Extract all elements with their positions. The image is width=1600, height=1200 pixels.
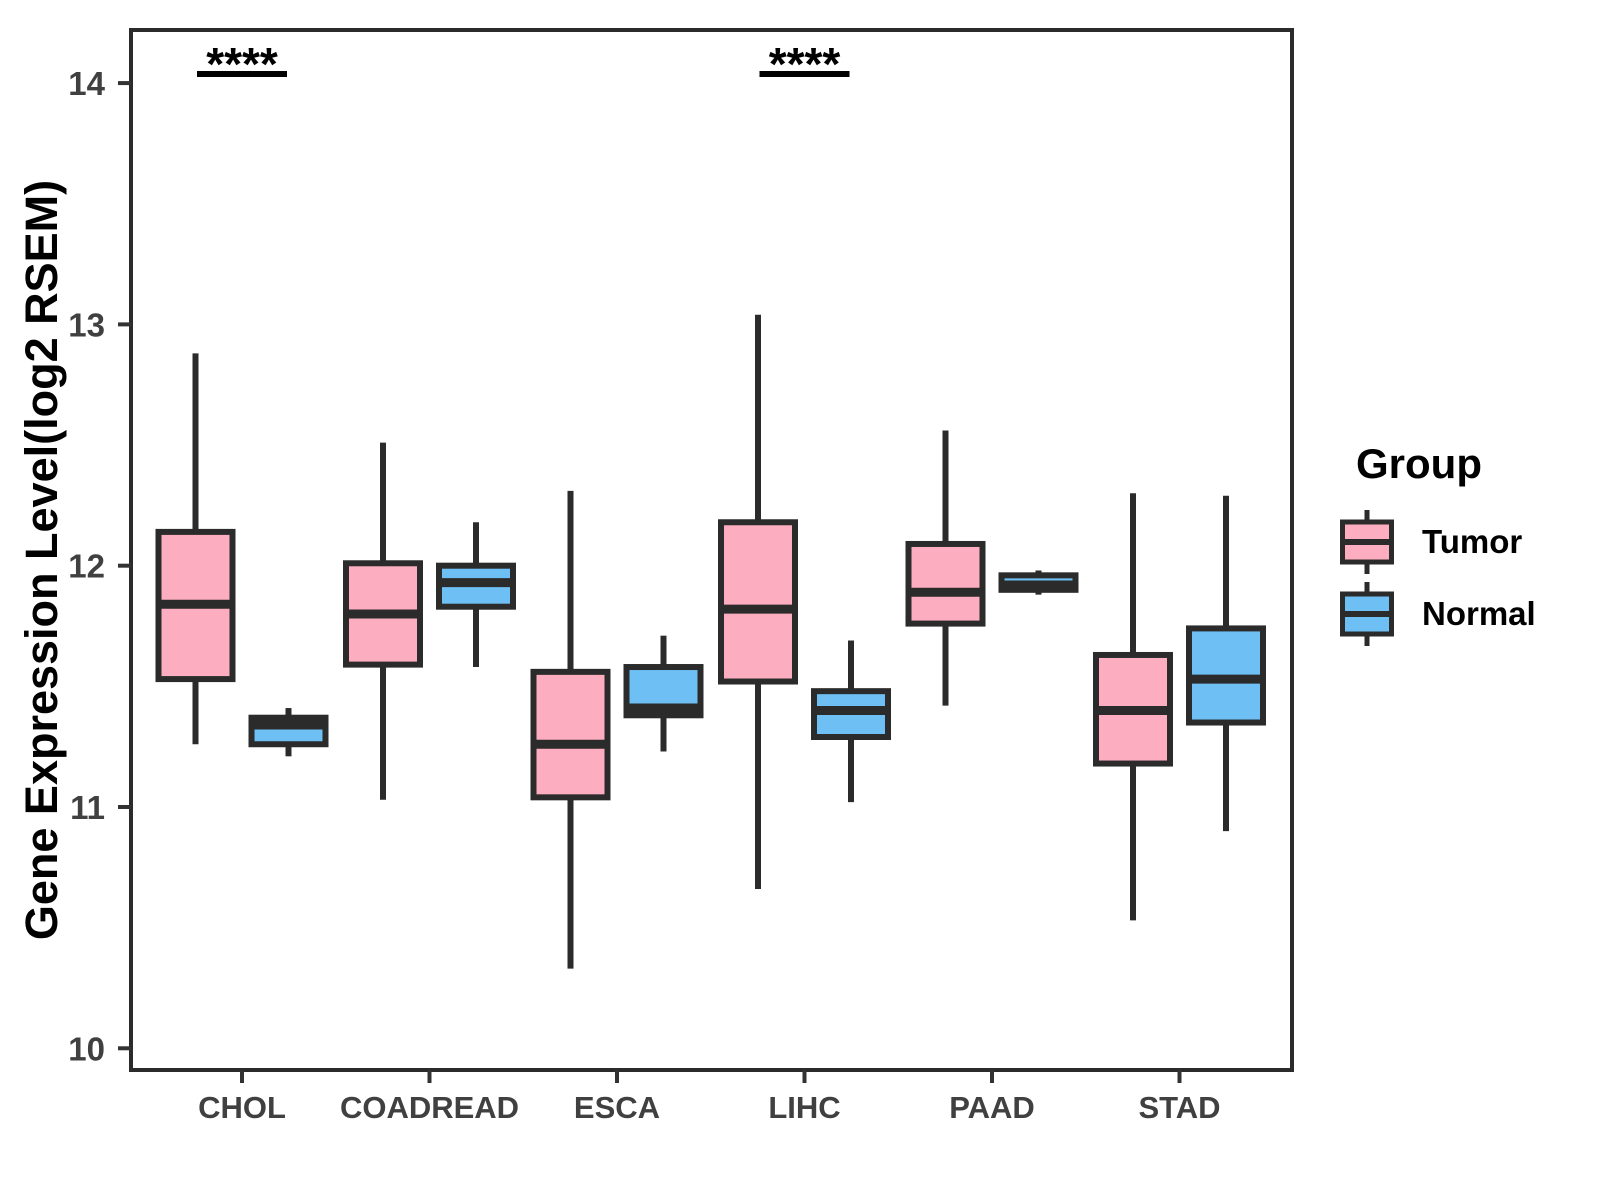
significance-stars-LIHC: **** — [769, 38, 841, 90]
y-tick-label-11: 11 — [70, 789, 105, 826]
y-tick-label-13: 13 — [68, 306, 105, 343]
y-tick-label-12: 12 — [68, 548, 105, 585]
legend-entry-tumor: Tumor — [1338, 506, 1536, 578]
legend-entry-normal: Normal — [1338, 578, 1536, 650]
x-tick-label-PAAD: PAAD — [949, 1090, 1035, 1125]
legend-key-normal-boxplot-icon — [1340, 582, 1394, 646]
y-tick-label-14: 14 — [68, 65, 105, 102]
legend-label-normal: Normal — [1422, 595, 1536, 632]
x-tick-label-CHOL: CHOL — [198, 1090, 286, 1125]
box-ESCA-Tumor — [530, 668, 611, 801]
legend-label-tumor: Tumor — [1422, 523, 1523, 560]
y-axis-title: Gene Expression Level(log2 RSEM) — [16, 179, 67, 941]
x-tick-label-STAD: STAD — [1138, 1090, 1220, 1125]
box-PAAD-Tumor — [905, 540, 986, 627]
x-tick-label-COADREAD: COADREAD — [340, 1090, 519, 1125]
box-LIHC-Tumor — [718, 519, 798, 685]
legend: Group Tumor Normal — [1338, 440, 1536, 650]
panel-border — [129, 28, 1294, 1072]
x-tick-label-LIHC: LIHC — [768, 1090, 840, 1125]
legend-title: Group — [1356, 440, 1482, 487]
legend-key-tumor-boxplot-icon — [1340, 510, 1394, 574]
x-tick-label-ESCA: ESCA — [574, 1090, 660, 1125]
y-tick-label-10: 10 — [68, 1030, 105, 1067]
significance-stars-CHOL: **** — [206, 38, 278, 90]
